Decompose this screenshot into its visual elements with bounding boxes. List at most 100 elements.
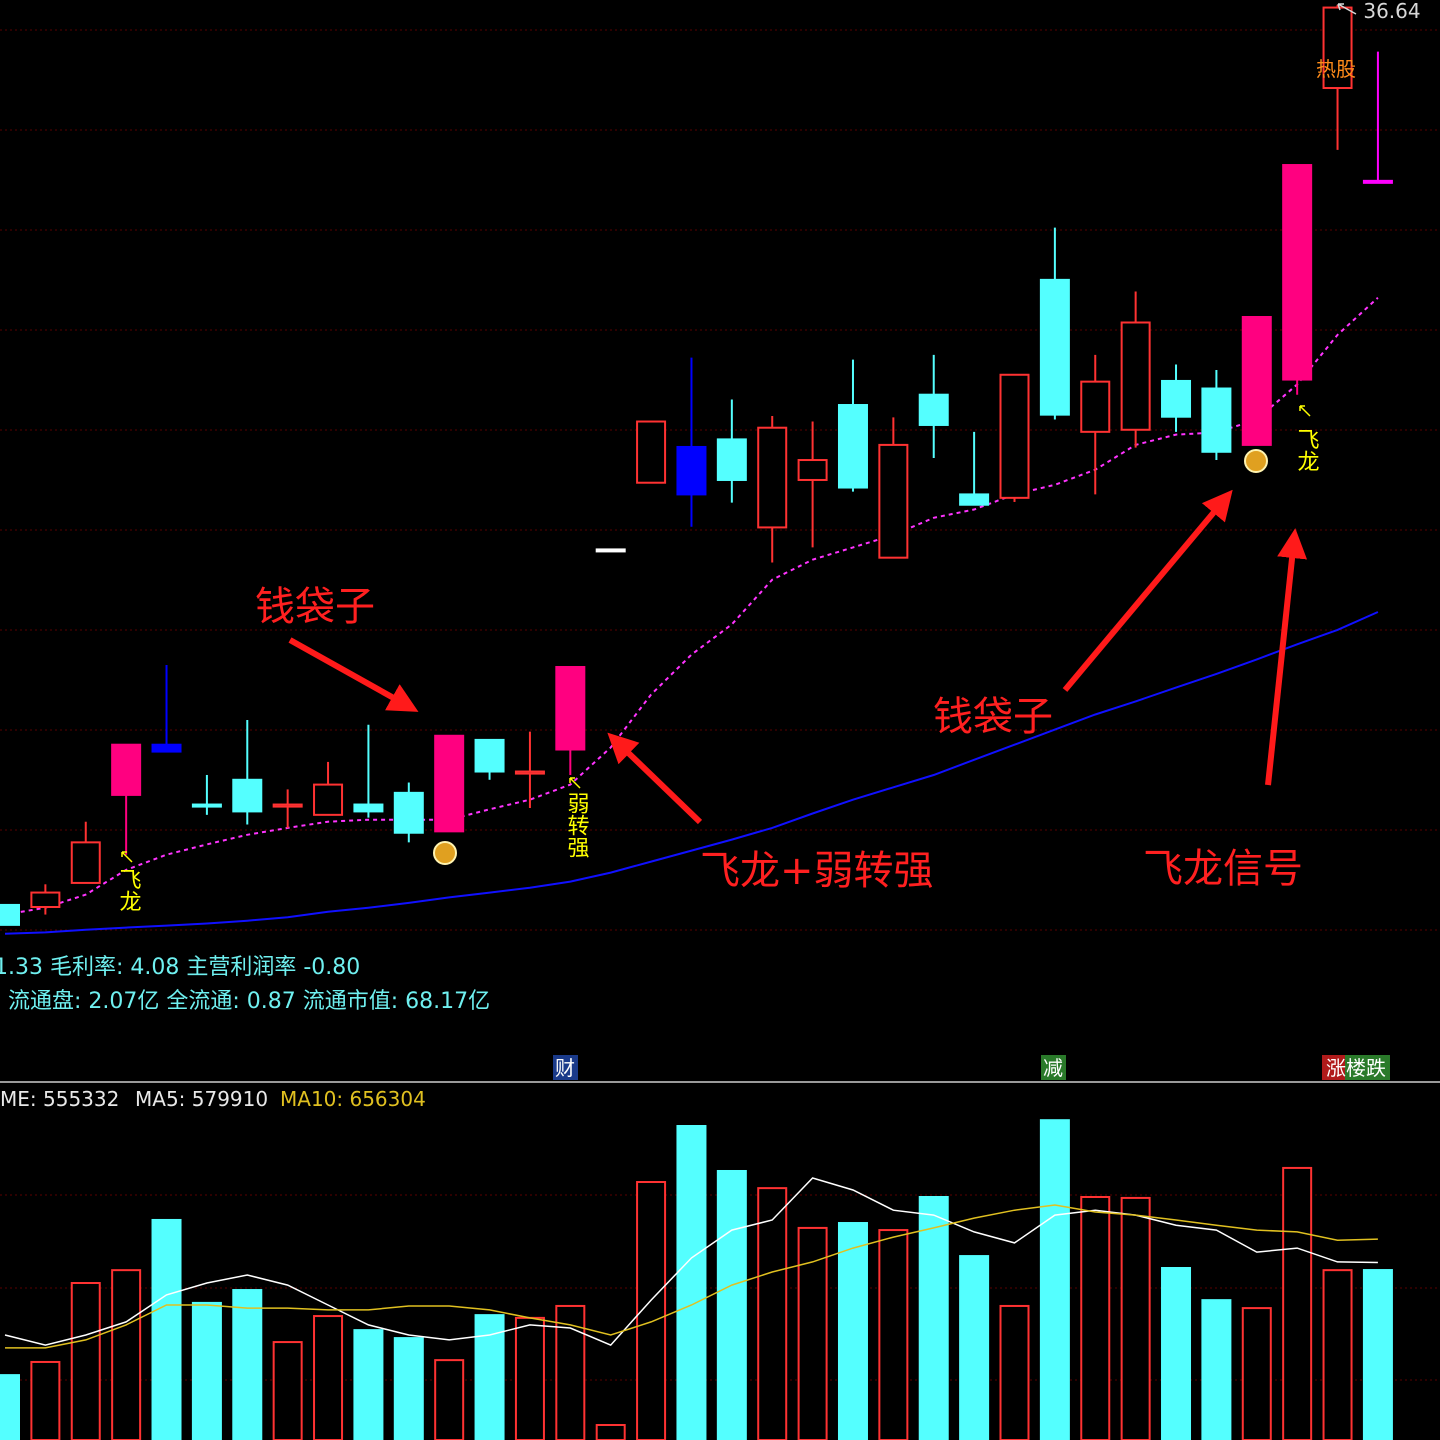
annotation: 钱袋子: [255, 584, 375, 630]
candle-body: [1161, 379, 1192, 418]
arrow: [607, 732, 703, 825]
volume-bar: [797, 1226, 828, 1440]
marker: 减: [1043, 1056, 1063, 1080]
candle-body: [636, 420, 667, 484]
candle-body: [30, 891, 61, 908]
marker: 财: [555, 1056, 575, 1080]
arrow: [288, 637, 419, 712]
candle-body: [837, 404, 868, 489]
annotation: 钱袋子: [933, 694, 1053, 740]
marker-box: [553, 1055, 578, 1080]
annotation: 飞龙+弱转强: [700, 848, 934, 894]
marker-box: [1041, 1055, 1066, 1080]
legend-entry: MA5: 579910: [135, 1087, 268, 1111]
plot: [0, 4, 1393, 1440]
candle-body: [474, 738, 505, 773]
volume-bar: [151, 1218, 182, 1440]
volume-bar: [191, 1301, 222, 1440]
signal-pointer: [569, 777, 581, 789]
volume-bar: [959, 1255, 990, 1440]
candle-body: [1201, 387, 1232, 453]
volume-bar: [1282, 1166, 1313, 1440]
candle-body: [959, 493, 990, 506]
candle-body: [111, 743, 142, 796]
high-pointer: [1337, 3, 1357, 15]
candle-body: [1282, 164, 1313, 381]
volume-bar: [918, 1196, 949, 1440]
volume-bar: [1201, 1299, 1232, 1440]
candle-body: [1080, 380, 1111, 433]
volume-bar: [232, 1289, 263, 1440]
volume-bar: [757, 1187, 788, 1440]
ma-line: [4, 296, 1379, 916]
legend-entry: MA10: 656304: [280, 1087, 426, 1111]
ma-line: [4, 1177, 1378, 1346]
volume-bar: [0, 1374, 20, 1440]
money-bag-icon: [433, 841, 457, 865]
volume-bar: [353, 1329, 384, 1440]
candle-body: [434, 734, 465, 833]
candle-body: [1039, 278, 1070, 416]
candle-body: [232, 778, 263, 813]
ma-line: [5, 1204, 1378, 1349]
candle-body: [878, 443, 909, 559]
volume-bar: [555, 1304, 586, 1440]
signal-pointer: [121, 851, 133, 863]
info-line: 1.33 毛利率: 4.08 主营利润率 -0.80: [0, 955, 360, 980]
volume-bar: [313, 1315, 344, 1440]
volume-bar: [1362, 1269, 1393, 1440]
volume-bar: [716, 1169, 747, 1440]
volume-bar: [1322, 1269, 1353, 1440]
volume-bar: [434, 1359, 465, 1440]
candle-body: [999, 373, 1030, 499]
candle-body: [393, 791, 424, 834]
volume-bar: [514, 1316, 545, 1440]
signal-pointer: [1299, 405, 1311, 417]
marker-box: [1345, 1055, 1390, 1080]
marker: 涨楼跌: [1326, 1056, 1386, 1080]
annotation: 飞龙信号: [1143, 846, 1303, 892]
signal-label: 飞龙: [116, 868, 142, 912]
volume-bar: [595, 1424, 626, 1440]
volume-bar: [999, 1304, 1030, 1440]
candle-body: [716, 438, 747, 481]
candle-body: [272, 803, 303, 808]
candle-body: [1120, 321, 1151, 431]
signal-label: 飞龙: [1294, 428, 1320, 472]
volume-bar: [30, 1360, 61, 1440]
marker-box: [1322, 1055, 1345, 1080]
candle-body: [797, 459, 828, 481]
volume-bar: [1080, 1196, 1111, 1440]
volume-bar: [474, 1314, 505, 1440]
candle-body: [1362, 179, 1393, 184]
candle-body: [151, 743, 182, 753]
volume-bar: [70, 1282, 101, 1440]
volume-bar: [393, 1337, 424, 1440]
volume-bar: [1120, 1196, 1151, 1440]
candle-body: [191, 803, 222, 808]
info-line: 流通盘: 2.07亿 全流通: 0.87 流通市值: 68.17亿: [8, 989, 490, 1014]
candle-body: [555, 666, 586, 751]
candle-body: [70, 841, 101, 884]
candle-body: [353, 803, 384, 813]
candle-body: [595, 548, 626, 553]
volume-bar: [878, 1229, 909, 1440]
arrow: [1062, 489, 1233, 692]
money-bag-icon: [1244, 449, 1268, 473]
volume-bar: [272, 1341, 303, 1440]
ma-line: [4, 611, 1379, 935]
candle-body: [0, 903, 20, 926]
high-label: 36.64: [1363, 0, 1420, 23]
candle-body: [757, 426, 788, 529]
volume-bar: [676, 1125, 707, 1440]
arrow: [1265, 528, 1308, 786]
signal-label: 弱转强: [564, 792, 590, 858]
candle-body: [918, 393, 949, 426]
volume-bar: [111, 1269, 142, 1440]
volume-bar: [1161, 1267, 1192, 1440]
candle-body: [1241, 316, 1272, 446]
hot-tag: 热股: [1316, 57, 1356, 81]
volume-bar: [1039, 1119, 1070, 1440]
candle-body: [514, 770, 545, 775]
